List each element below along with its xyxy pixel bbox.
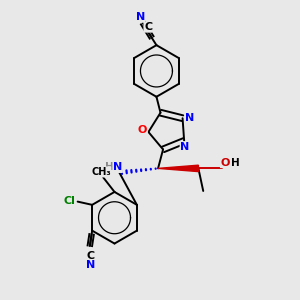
Text: H: H [105, 162, 113, 172]
Text: N: N [85, 260, 95, 271]
Text: C: C [144, 22, 152, 32]
Text: N: N [185, 113, 194, 123]
Polygon shape [158, 165, 198, 172]
Text: N: N [113, 162, 122, 172]
Text: CH₃: CH₃ [91, 167, 111, 177]
Text: O: O [138, 125, 147, 135]
Text: O: O [220, 158, 230, 168]
Text: N: N [136, 12, 145, 22]
Text: C: C [86, 251, 94, 261]
Text: N: N [180, 142, 189, 152]
Text: H: H [231, 158, 240, 168]
Text: Cl: Cl [63, 196, 75, 206]
